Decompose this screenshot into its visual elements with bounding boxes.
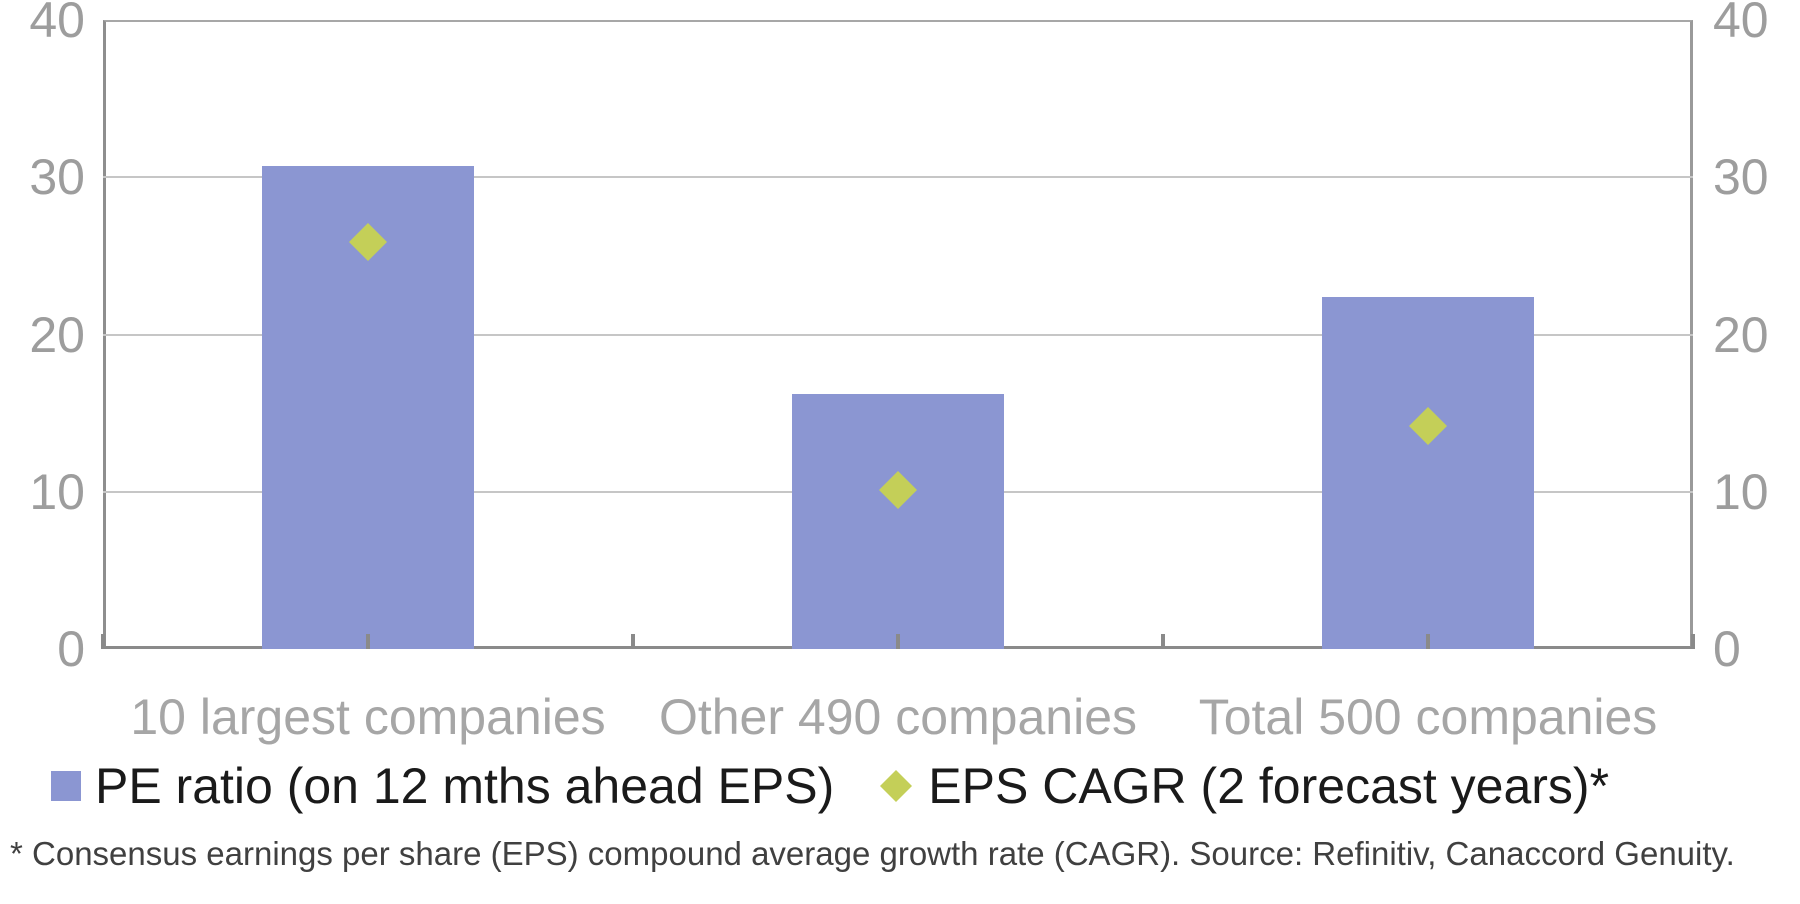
diamond-marker-10-largest-companies bbox=[349, 222, 387, 261]
y-tick-label-right-20: 20 bbox=[1713, 306, 1769, 363]
y-tick-label-left-40: 40 bbox=[29, 0, 85, 48]
y-tick-label-right-40: 40 bbox=[1713, 0, 1769, 48]
diamond-marker-icon bbox=[880, 770, 913, 802]
footnote: * Consensus earnings per share (EPS) com… bbox=[10, 835, 1735, 872]
y-tick-label-left-20: 20 bbox=[29, 306, 85, 363]
category-label-total-500-companies: Total 500 companies bbox=[1198, 689, 1658, 745]
x-axis-tick bbox=[1161, 634, 1165, 649]
x-axis-tick bbox=[631, 634, 635, 649]
bar-series-swatch-icon bbox=[50, 771, 81, 801]
x-axis-tick bbox=[366, 634, 370, 649]
x-axis-tick bbox=[1426, 634, 1430, 649]
legend-label-eps-cagr: EPS CAGR (2 forecast years)* bbox=[928, 758, 1610, 814]
diamond-marker-other-490-companies bbox=[879, 471, 917, 510]
category-label-10-largest-companies: 10 largest companies bbox=[130, 689, 606, 745]
bar-other-490-companies bbox=[792, 394, 1004, 649]
bar-total-500-companies bbox=[1322, 296, 1534, 649]
legend-item-eps-cagr: EPS CAGR (2 forecast years)* bbox=[878, 758, 1609, 814]
legend-label-pe-ratio: PE ratio (on 12 mths ahead EPS) bbox=[94, 758, 835, 814]
y-tick-label-left-0: 0 bbox=[57, 621, 85, 677]
y-tick-label-left-10: 10 bbox=[29, 463, 85, 520]
category-label-other-490-companies: Other 490 companies bbox=[658, 689, 1138, 745]
gridline-y-20 bbox=[103, 333, 1693, 336]
legend-item-pe-ratio: PE ratio (on 12 mths ahead EPS) bbox=[50, 758, 835, 814]
y-tick-label-right-30: 30 bbox=[1713, 149, 1769, 206]
x-axis-tick bbox=[896, 634, 900, 649]
y-tick-label-right-10: 10 bbox=[1713, 463, 1769, 520]
y-tick-label-left-30: 30 bbox=[29, 149, 85, 206]
x-axis-tick bbox=[1691, 634, 1695, 649]
legend: PE ratio (on 12 mths ahead EPS) EPS CAGR… bbox=[0, 758, 1730, 814]
x-axis-tick bbox=[101, 634, 105, 649]
y-tick-label-right-0: 0 bbox=[1713, 621, 1741, 677]
gridline-y-30 bbox=[103, 176, 1693, 179]
diamond-marker-total-500-companies bbox=[1409, 406, 1447, 445]
